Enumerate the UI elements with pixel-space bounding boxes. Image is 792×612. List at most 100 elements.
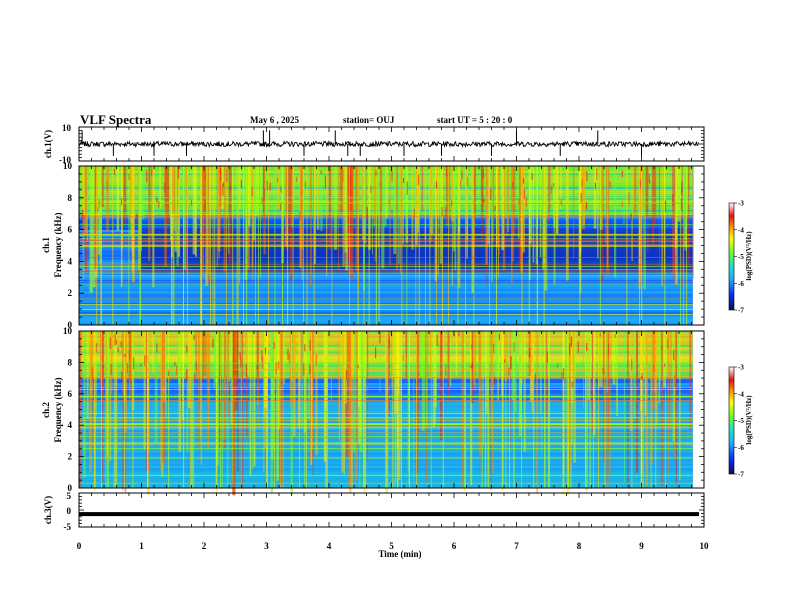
sferic-streak bbox=[529, 166, 532, 244]
sferic-streak bbox=[692, 166, 694, 279]
sferic-streak bbox=[398, 331, 401, 480]
high-power-spot bbox=[413, 208, 415, 220]
high-power-spot bbox=[315, 353, 317, 366]
ch1-ytick-bottom: -10 bbox=[59, 155, 71, 165]
ch2-spectrogram-ylabel-line2: Frequency (kHz) bbox=[53, 377, 63, 442]
high-power-spot bbox=[673, 349, 675, 361]
high-power-spot bbox=[126, 363, 129, 373]
high-power-spot bbox=[114, 333, 116, 345]
high-power-spot bbox=[599, 332, 601, 337]
sferic-streak bbox=[253, 331, 256, 467]
sferic-streak bbox=[644, 166, 648, 217]
high-power-spot bbox=[581, 179, 583, 187]
sferic-streak bbox=[437, 166, 439, 275]
sferic-streak bbox=[634, 166, 637, 216]
frequency-tick-label: 2 bbox=[68, 288, 73, 298]
sferic-streak bbox=[284, 166, 288, 246]
sferic-streak bbox=[190, 331, 195, 489]
ch1-waveform-panel: 10 -10 ch.1(V) bbox=[43, 123, 705, 165]
sferic-streak bbox=[490, 331, 492, 490]
sferic-streak bbox=[181, 331, 184, 420]
sferic-streak bbox=[93, 166, 95, 213]
high-power-spot bbox=[640, 376, 643, 380]
high-power-spot bbox=[136, 213, 138, 224]
sferic-streak bbox=[609, 331, 611, 475]
sferic-streak bbox=[485, 331, 488, 415]
high-power-spot bbox=[240, 179, 242, 188]
high-power-spot bbox=[261, 356, 263, 369]
frequency-band bbox=[79, 315, 693, 319]
sferic-streak bbox=[432, 331, 435, 428]
sferic-streak bbox=[165, 166, 169, 226]
colorbar-tick-label: -6 bbox=[738, 280, 744, 288]
sferic-streak bbox=[391, 331, 393, 387]
sferic-streak bbox=[663, 166, 665, 273]
frequency-band bbox=[79, 293, 693, 296]
sferic-streak bbox=[309, 166, 312, 287]
frequency-tick-label: 10 bbox=[63, 161, 73, 171]
high-power-spot bbox=[585, 201, 588, 210]
sferic-streak bbox=[518, 166, 521, 267]
high-power-spot bbox=[151, 169, 153, 177]
sferic-streak bbox=[249, 331, 252, 476]
sferic-streak bbox=[150, 166, 154, 238]
high-power-spot bbox=[570, 336, 572, 347]
sferic-streak bbox=[152, 331, 154, 374]
sferic-streak bbox=[344, 331, 348, 404]
sferic-streak bbox=[399, 166, 401, 274]
sferic-streak bbox=[246, 331, 250, 376]
sferic-streak bbox=[99, 166, 102, 265]
sferic-streak bbox=[544, 166, 548, 291]
high-power-spot bbox=[391, 170, 393, 182]
frequency-tick-label: 4 bbox=[68, 256, 73, 266]
sferic-streak bbox=[301, 331, 303, 429]
high-power-spot bbox=[226, 169, 228, 183]
sferic-streak bbox=[612, 331, 616, 385]
ch1-spectrogram-panel: 10 8 6 4 2 0 ch.1 Frequency (kHz) -3 -4 -5 -6 -7 … bbox=[41, 161, 753, 330]
high-power-spot bbox=[628, 192, 630, 205]
sferic-streak bbox=[110, 331, 113, 394]
high-power-spot bbox=[304, 181, 307, 187]
sferic-streak bbox=[662, 331, 666, 388]
high-power-spot bbox=[649, 180, 651, 185]
high-power-spot bbox=[357, 364, 359, 369]
high-power-spot bbox=[406, 181, 408, 195]
high-power-spot bbox=[375, 347, 377, 359]
high-power-spot bbox=[95, 343, 97, 353]
sferic-streak bbox=[333, 166, 338, 250]
sferic-streak bbox=[245, 331, 248, 439]
ch2-spectrogram-panel: 10 8 6 4 2 0 ch.2 Frequency (kHz) -3 -4 -5 -6 -7 … bbox=[41, 326, 753, 496]
frequency-band bbox=[79, 306, 693, 310]
high-power-spot bbox=[441, 207, 443, 217]
sferic-streak bbox=[359, 331, 363, 436]
high-power-spot bbox=[379, 331, 381, 344]
sferic-streak bbox=[653, 166, 657, 228]
high-power-spot bbox=[245, 364, 248, 374]
sferic-streak bbox=[260, 166, 261, 278]
sferic-streak bbox=[195, 331, 197, 379]
sferic-streak bbox=[324, 331, 328, 421]
sferic-streak bbox=[495, 331, 499, 378]
high-power-spot bbox=[648, 173, 650, 182]
sferic-streak bbox=[125, 331, 127, 433]
sferic-streak bbox=[393, 166, 397, 254]
sferic-streak bbox=[274, 331, 277, 376]
sferic-streak bbox=[478, 331, 482, 456]
frequency-band bbox=[79, 322, 693, 326]
ch2-spectrogram-image bbox=[79, 331, 693, 496]
ch1-ticks bbox=[78, 126, 705, 162]
high-power-spot bbox=[450, 200, 453, 206]
high-power-spot bbox=[106, 181, 108, 191]
high-power-spot bbox=[146, 170, 148, 183]
sferic-streak bbox=[379, 331, 381, 393]
high-power-spot bbox=[261, 350, 263, 361]
ch3-ytick-top: 5 bbox=[67, 491, 72, 501]
high-power-spot bbox=[661, 346, 663, 350]
high-power-spot bbox=[164, 182, 166, 193]
sferic-streak bbox=[451, 166, 453, 223]
sferic-streak bbox=[513, 166, 516, 235]
ch3-ticks bbox=[78, 492, 705, 528]
sferic-streak bbox=[496, 166, 498, 247]
high-power-spot bbox=[82, 209, 84, 220]
sferic-streak bbox=[548, 166, 550, 222]
